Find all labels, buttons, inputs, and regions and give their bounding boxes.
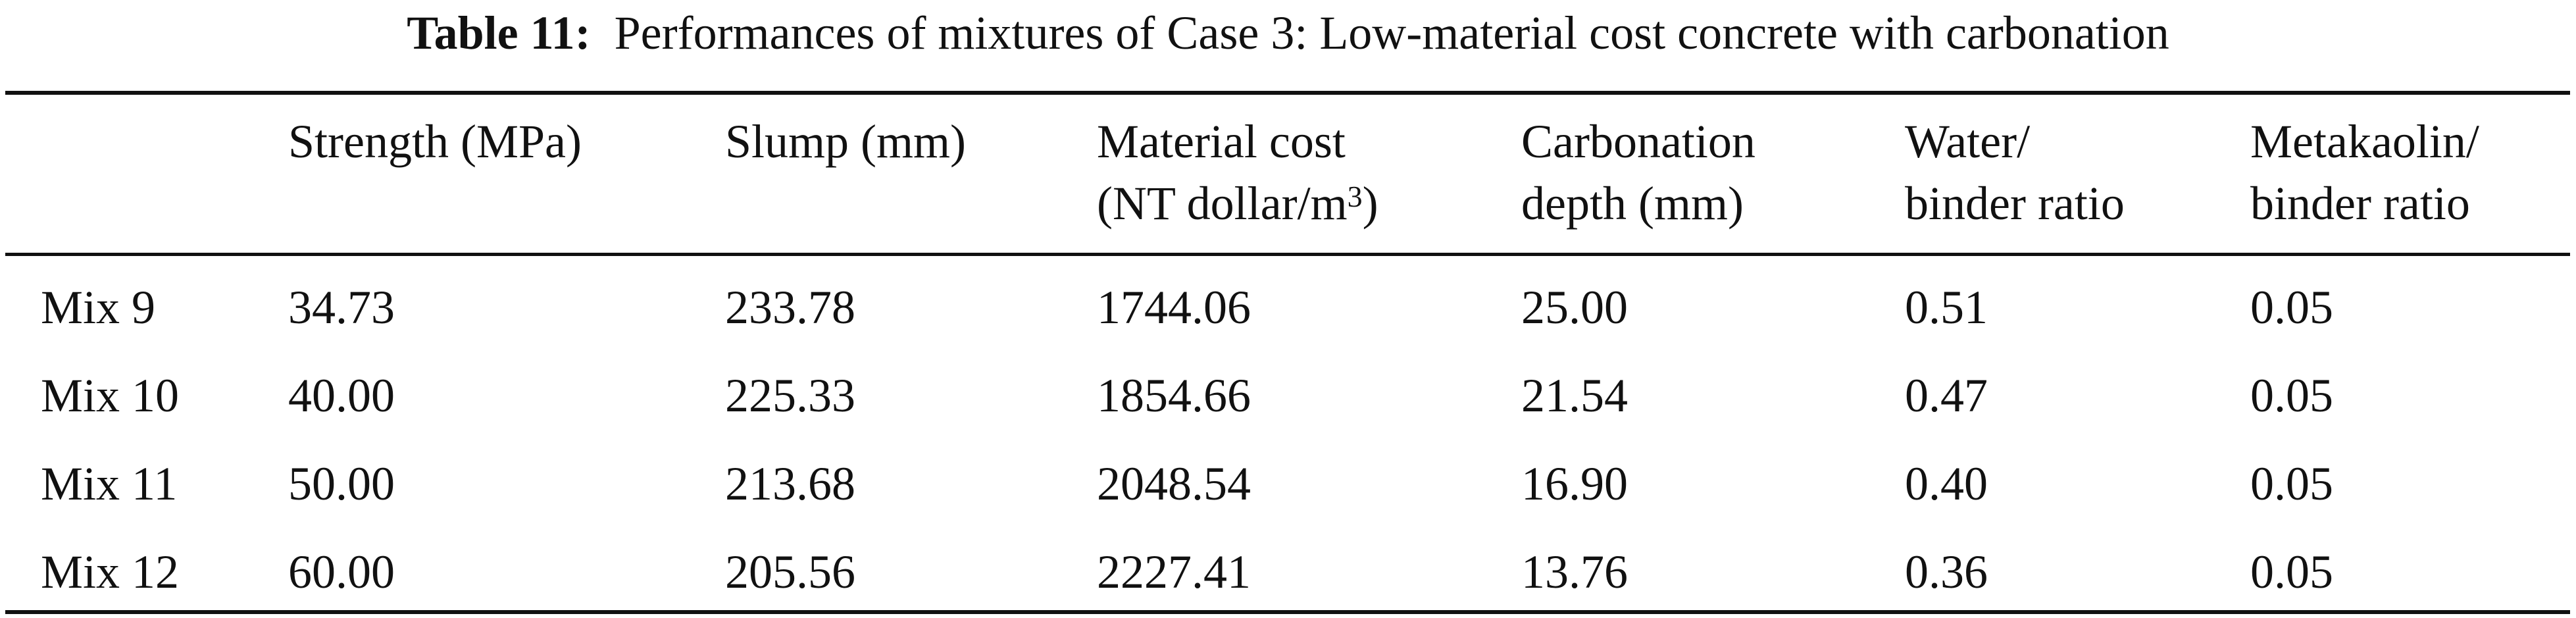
table-cell: 225.33 (725, 369, 855, 422)
header-material-cost-unit-close: ) (1362, 177, 1378, 230)
table-cell: 0.05 (2250, 281, 2333, 334)
header-material-cost-unit-exponent: 3 (1347, 180, 1363, 213)
header-carbonation-line2: depth (mm) (1521, 177, 1744, 230)
table-cell: 205.56 (725, 546, 855, 598)
table-top-rule (5, 91, 2570, 95)
table-cell: 0.40 (1905, 457, 1988, 510)
table-cell: 0.51 (1905, 281, 1988, 334)
header-metakaolin-binder: Metakaolin/ (2250, 115, 2479, 168)
table-cell: 60.00 (288, 546, 395, 598)
header-metakaolin-binder-line2: binder ratio (2250, 177, 2470, 230)
table-cell: 40.00 (288, 369, 395, 422)
table-cell: 2227.41 (1097, 546, 1251, 598)
table-cell: 0.47 (1905, 369, 1988, 422)
header-material-cost-unit-text: (NT dollar/m (1097, 177, 1348, 230)
header-material-cost-unit: (NT dollar/m3) (1097, 172, 1378, 234)
table-cell: 25.00 (1521, 281, 1628, 334)
table-cell: 0.36 (1905, 546, 1988, 598)
table-cell: 21.54 (1521, 369, 1628, 422)
header-slump: Slump (mm) (725, 115, 967, 168)
header-water-binder-line2: binder ratio (1905, 177, 2125, 230)
caption-label: Table 11: (407, 7, 591, 59)
row-label-mix-9: Mix 9 (41, 281, 156, 334)
table-cell: 0.05 (2250, 369, 2333, 422)
row-label-mix-10: Mix 10 (41, 369, 180, 422)
table-cell: 16.90 (1521, 457, 1628, 510)
header-material-cost: Material cost (1097, 115, 1346, 168)
table-cell: 13.76 (1521, 546, 1628, 598)
table-cell: 34.73 (288, 281, 395, 334)
header-strength: Strength (MPa) (288, 115, 582, 168)
header-water-binder: Water/ (1905, 115, 2031, 168)
row-label-mix-11: Mix 11 (41, 457, 178, 510)
table-cell: 213.68 (725, 457, 855, 510)
row-label-mix-12: Mix 12 (41, 546, 180, 598)
table-cell: 1744.06 (1097, 281, 1251, 334)
table-cell: 0.05 (2250, 457, 2333, 510)
caption-text: Performances of mixtures of Case 3: Low-… (614, 7, 2169, 59)
table-cell: 2048.54 (1097, 457, 1251, 510)
table-cell: 50.00 (288, 457, 395, 510)
table-caption: Table 11: Performances of mixtures of Ca… (0, 0, 2576, 74)
table-cell: 1854.66 (1097, 369, 1251, 422)
table-header-rule (5, 253, 2570, 256)
table-cell: 233.78 (725, 281, 855, 334)
table-bottom-rule (5, 610, 2570, 614)
table-cell: 0.05 (2250, 546, 2333, 598)
header-carbonation: Carbonation (1521, 115, 1755, 168)
